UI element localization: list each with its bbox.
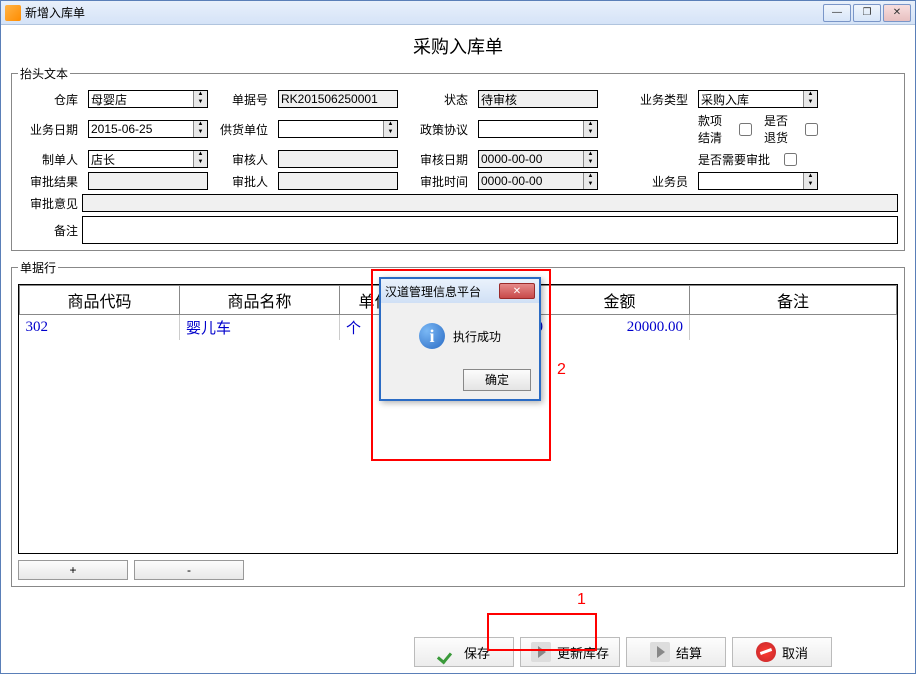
- biz-type-field[interactable]: 采购入库▲▼: [698, 90, 818, 108]
- reviewer-label: 审核人: [218, 151, 268, 168]
- arrow-right-icon: [650, 642, 670, 662]
- app-icon: [5, 5, 21, 21]
- save-button[interactable]: 保存: [414, 637, 514, 667]
- review-result-label: 审批结果: [18, 173, 78, 190]
- titlebar: 新增入库单 — ❐ ✕: [1, 1, 915, 25]
- table-cell[interactable]: 20000.00: [550, 315, 690, 341]
- is-return-label: 是否退货: [764, 112, 791, 146]
- restore-button[interactable]: ❐: [853, 4, 881, 22]
- update-stock-button[interactable]: 更新库存: [520, 637, 620, 667]
- table-cell[interactable]: 302: [20, 315, 180, 341]
- arrow-right-icon: [531, 642, 551, 662]
- annotation-label-2: 2: [557, 361, 566, 379]
- warehouse-field[interactable]: 母婴店▲▼: [88, 90, 208, 108]
- minimize-button[interactable]: —: [823, 4, 851, 22]
- reviewer-field: [278, 150, 398, 168]
- doc-no-label: 单据号: [218, 91, 268, 108]
- check-icon: [438, 642, 458, 662]
- supplier-field[interactable]: ▲▼: [278, 120, 398, 138]
- add-row-button[interactable]: +: [18, 560, 128, 580]
- review-result-field: [88, 172, 208, 190]
- biz-date-label: 业务日期: [18, 121, 78, 138]
- pay-settle-label: 款项结清: [698, 112, 725, 146]
- dialog-message: 执行成功: [453, 328, 501, 345]
- column-header: 商品名称: [180, 286, 340, 315]
- close-button[interactable]: ✕: [883, 4, 911, 22]
- column-header: 商品代码: [20, 286, 180, 315]
- column-header: 金额: [550, 286, 690, 315]
- cancel-button[interactable]: 取消: [732, 637, 832, 667]
- biz-date-field[interactable]: 2015-06-25▲▼: [88, 120, 208, 138]
- review-date-field: 0000-00-00▲▼: [478, 150, 598, 168]
- remove-row-button[interactable]: -: [134, 560, 244, 580]
- dialog-title: 汉道管理信息平台: [385, 283, 499, 300]
- policy-field[interactable]: ▲▼: [478, 120, 598, 138]
- remark-field[interactable]: [82, 216, 898, 244]
- biz-type-label: 业务类型: [608, 91, 688, 108]
- status-field: 待审核: [478, 90, 598, 108]
- approve-time-field: 0000-00-00▲▼: [478, 172, 598, 190]
- need-review-checkbox[interactable]: [784, 153, 797, 166]
- table-cell[interactable]: [690, 315, 897, 341]
- header-legend: 抬头文本: [18, 65, 70, 82]
- review-comment-label: 审批意见: [18, 195, 78, 212]
- window-title: 新增入库单: [25, 4, 823, 21]
- approver-field: [278, 172, 398, 190]
- salesman-label: 业务员: [608, 173, 688, 190]
- review-date-label: 审核日期: [408, 151, 468, 168]
- pay-settle-checkbox[interactable]: [739, 123, 752, 136]
- is-return-checkbox[interactable]: [805, 123, 818, 136]
- need-review-label: 是否需要审批: [698, 151, 770, 168]
- column-header: 备注: [690, 286, 897, 315]
- warehouse-label: 仓库: [18, 91, 78, 108]
- approve-time-label: 审批时间: [408, 173, 468, 190]
- creator-label: 制单人: [18, 151, 78, 168]
- review-comment-field: [82, 194, 898, 212]
- annotation-label-1: 1: [577, 591, 586, 609]
- doc-no-field: RK201506250001: [278, 90, 398, 108]
- dialog-close-button[interactable]: ✕: [499, 283, 535, 299]
- info-icon: i: [419, 323, 445, 349]
- message-dialog: 汉道管理信息平台 ✕ i 执行成功 确定: [379, 277, 541, 401]
- remark-label: 备注: [18, 222, 78, 239]
- supplier-label: 供货单位: [218, 121, 268, 138]
- detail-legend: 单据行: [18, 259, 58, 276]
- status-label: 状态: [408, 91, 468, 108]
- table-cell[interactable]: 婴儿车: [180, 315, 340, 341]
- page-title: 采购入库单: [11, 33, 905, 59]
- header-fieldset: 抬头文本 仓库 母婴店▲▼ 单据号 RK201506250001 状态 待审核 …: [11, 65, 905, 251]
- salesman-field[interactable]: ▲▼: [698, 172, 818, 190]
- dialog-ok-button[interactable]: 确定: [463, 369, 531, 391]
- cancel-icon: [756, 642, 776, 662]
- approver-label: 审批人: [218, 173, 268, 190]
- creator-field[interactable]: 店长▲▼: [88, 150, 208, 168]
- policy-label: 政策协议: [408, 121, 468, 138]
- settle-button[interactable]: 结算: [626, 637, 726, 667]
